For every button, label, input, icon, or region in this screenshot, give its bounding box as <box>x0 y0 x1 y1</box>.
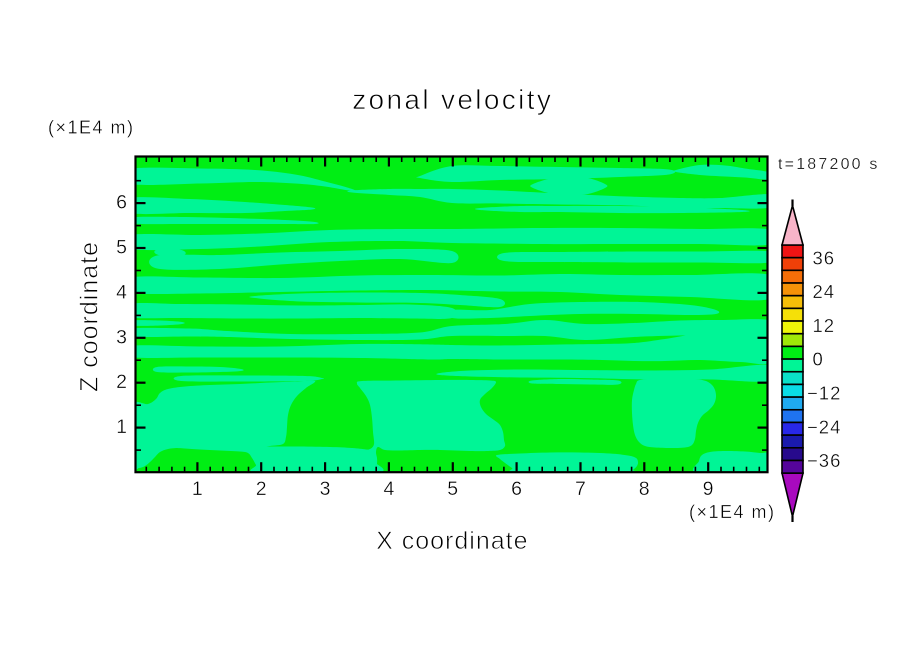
svg-text:7: 7 <box>575 478 586 500</box>
svg-text:12: 12 <box>813 315 836 336</box>
svg-text:2: 2 <box>256 478 267 500</box>
svg-text:X coordinate: X coordinate <box>376 527 528 555</box>
svg-text:−12: −12 <box>807 383 841 404</box>
svg-text:4: 4 <box>116 281 127 303</box>
svg-text:0: 0 <box>813 349 824 370</box>
svg-text:8: 8 <box>639 478 650 500</box>
svg-text:t=187200 s: t=187200 s <box>778 156 880 173</box>
svg-text:3: 3 <box>320 478 331 500</box>
svg-text:36: 36 <box>813 247 836 268</box>
svg-text:24: 24 <box>813 281 836 302</box>
svg-text:5: 5 <box>447 478 458 500</box>
svg-text:1: 1 <box>116 416 127 438</box>
svg-text:zonal velocity: zonal velocity <box>352 84 553 115</box>
svg-text:−24: −24 <box>807 416 841 437</box>
svg-text:Z coordinate: Z coordinate <box>76 241 104 392</box>
svg-text:6: 6 <box>116 192 127 214</box>
svg-text:1: 1 <box>192 478 203 500</box>
svg-text:6: 6 <box>511 478 522 500</box>
svg-text:3: 3 <box>116 326 127 348</box>
svg-text:−36: −36 <box>807 450 841 471</box>
svg-text:5: 5 <box>116 237 127 259</box>
svg-text:9: 9 <box>703 478 714 500</box>
svg-text:2: 2 <box>116 371 127 393</box>
svg-text:(×1E4 m): (×1E4 m) <box>689 502 776 522</box>
svg-text:(×1E4 m): (×1E4 m) <box>48 118 135 138</box>
svg-text:4: 4 <box>383 478 394 500</box>
